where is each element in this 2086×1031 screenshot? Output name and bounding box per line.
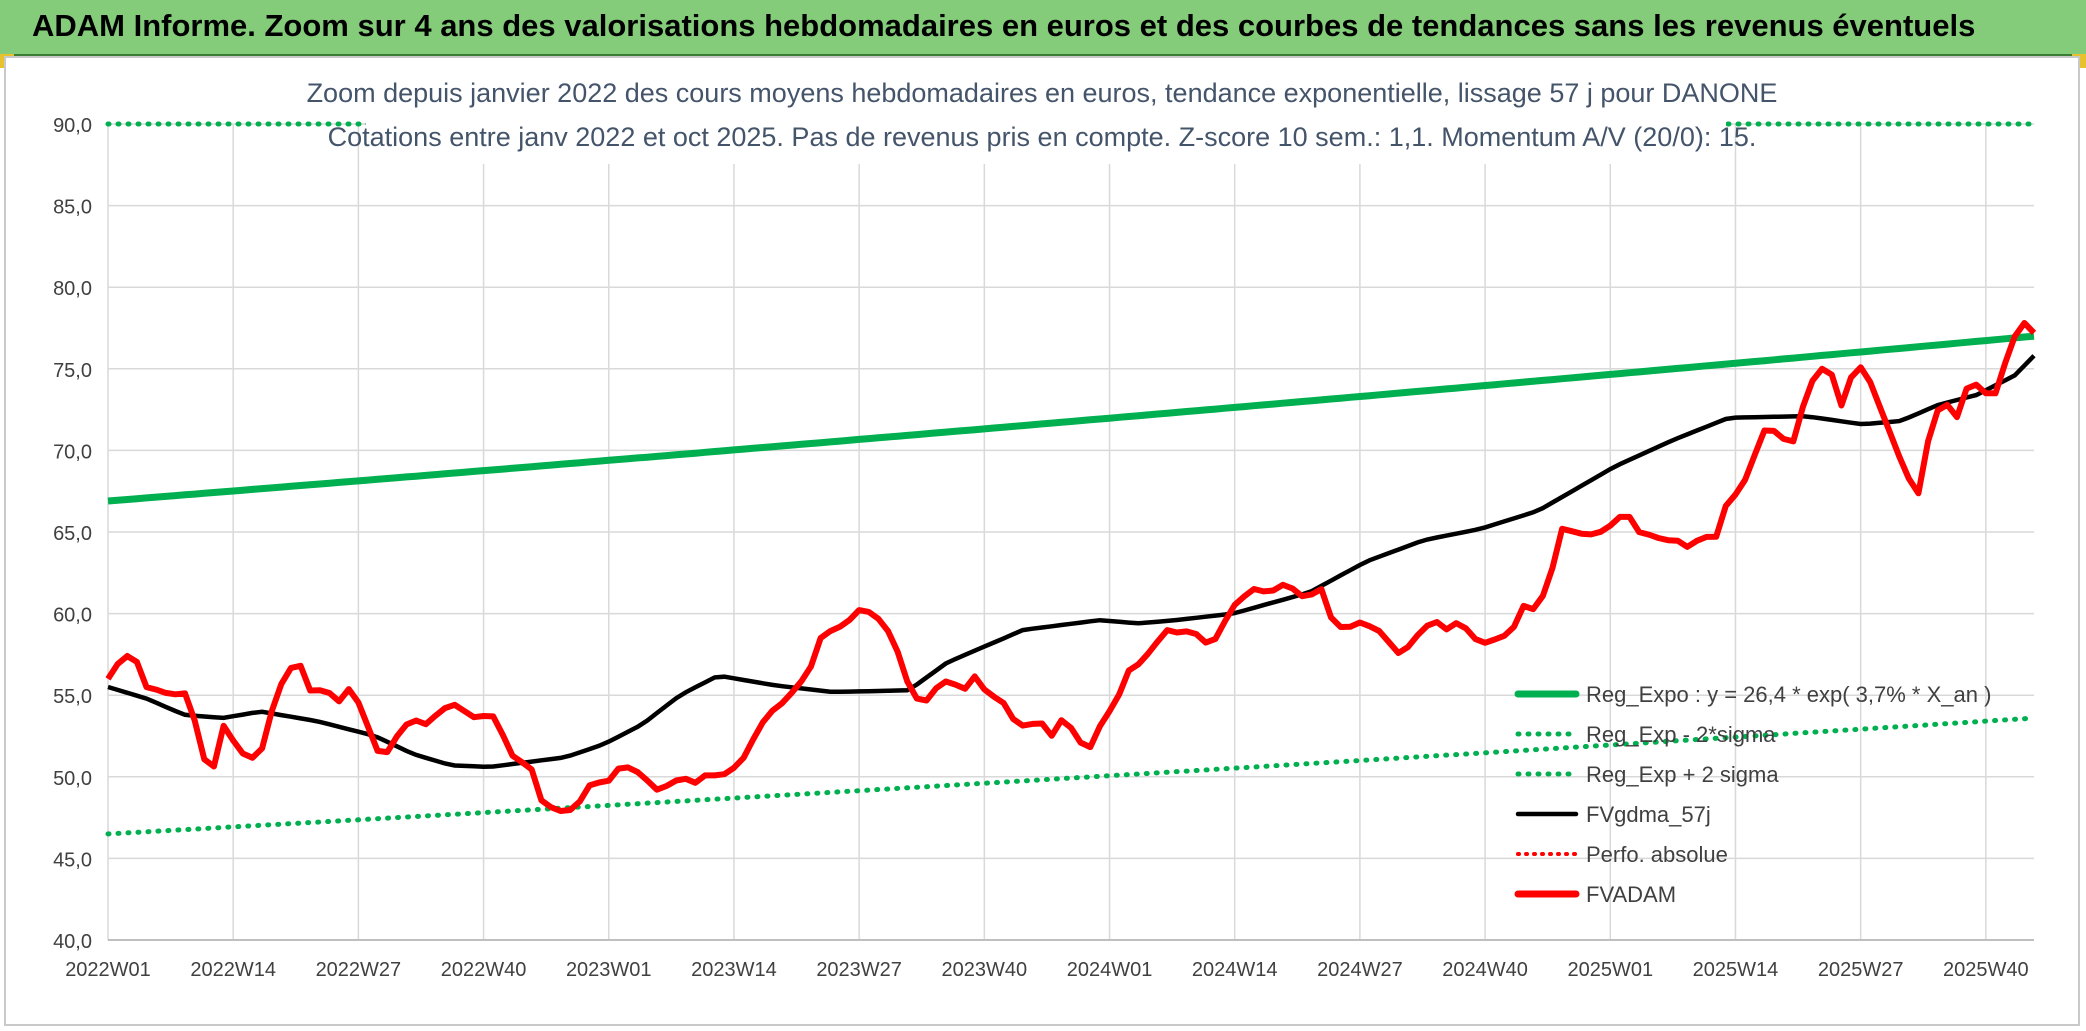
x-tick-label: 2022W01 <box>65 959 151 981</box>
y-tick-label: 85,0 <box>53 197 92 219</box>
legend: Reg_Expo : y = 26,4 * exp( 3,7% * X_an )… <box>1514 682 1991 907</box>
legend-label: Reg_Expo : y = 26,4 * exp( 3,7% * X_an ) <box>1586 682 1991 707</box>
legend-item-perfo: Perfo. absolue <box>1516 842 1728 867</box>
x-tick-label: 2023W01 <box>566 959 652 981</box>
y-tick-label: 55,0 <box>53 686 92 708</box>
y-tick-label: 80,0 <box>53 278 92 300</box>
x-tick-label: 2024W01 <box>1067 959 1153 981</box>
legend-item-fvgdma: FVgdma_57j <box>1515 802 1711 827</box>
x-tick-label: 2022W27 <box>316 959 402 981</box>
x-tick-label: 2023W14 <box>691 959 777 981</box>
series-reg-expo <box>107 332 2035 505</box>
y-tick-label: 75,0 <box>53 360 92 382</box>
legend-label: FVADAM <box>1586 882 1676 907</box>
legend-item-reg_plus: Reg_Exp + 2 sigma <box>1515 762 1779 787</box>
series-reg-exp-minus-2sigma <box>105 715 2037 837</box>
x-tick-label: 2024W40 <box>1442 959 1528 981</box>
chart-frame: 40,0 45,0 50,0 55,0 60,0 65,0 70,0 75,0 80,0 85,0… <box>4 56 2080 1026</box>
x-tick-label: 2023W27 <box>816 959 902 981</box>
series-fvgdma-57j <box>107 354 2036 770</box>
y-tick-label: 40,0 <box>53 931 92 953</box>
legend-item-fvadam: FVADAM <box>1514 882 1676 907</box>
x-tick-label: 2022W14 <box>190 959 276 981</box>
y-tick-label: 65,0 <box>53 523 92 545</box>
x-tick-label: 2025W14 <box>1693 959 1779 981</box>
series-fvadam <box>105 320 2037 814</box>
report-banner: ADAM Informe. Zoom sur 4 ans des valoris… <box>0 0 2086 56</box>
legend-label: Reg_Exp - 2*sigma <box>1586 722 1776 747</box>
x-tick-label: 2023W40 <box>942 959 1028 981</box>
title-backdrop <box>366 60 1726 164</box>
y-axis-ticks: 40,0 45,0 50,0 55,0 60,0 65,0 70,0 75,0 80,0 85,0… <box>53 115 92 953</box>
chart-subtitle: Cotations entre janv 2022 et oct 2025. P… <box>328 122 1757 152</box>
legend-label: Perfo. absolue <box>1586 842 1728 867</box>
x-tick-label: 2025W27 <box>1818 959 1904 981</box>
x-tick-label: 2025W01 <box>1567 959 1653 981</box>
y-tick-label: 90,0 <box>53 115 92 137</box>
x-tick-label: 2024W27 <box>1317 959 1403 981</box>
x-tick-label: 2025W40 <box>1943 959 2029 981</box>
x-axis-ticks: 2022W01 2022W14 2022W27 2022W40 2023W01 2023W… <box>65 959 2028 981</box>
x-tick-label: 2024W14 <box>1192 959 1278 981</box>
y-tick-label: 45,0 <box>53 849 92 871</box>
legend-item-reg_minus: Reg_Exp - 2*sigma <box>1515 722 1776 747</box>
y-tick-label: 70,0 <box>53 441 92 463</box>
line-chart: 40,0 45,0 50,0 55,0 60,0 65,0 70,0 75,0 80,0 85,0… <box>53 60 2037 981</box>
legend-label: Reg_Exp + 2 sigma <box>1586 762 1779 787</box>
chart-title: Zoom depuis janvier 2022 des cours moyen… <box>307 78 1778 108</box>
legend-label: FVgdma_57j <box>1586 802 1711 827</box>
x-tick-label: 2022W40 <box>441 959 527 981</box>
y-tick-label: 60,0 <box>53 605 92 627</box>
y-tick-label: 50,0 <box>53 768 92 790</box>
report-title: ADAM Informe. Zoom sur 4 ans des valoris… <box>32 8 1976 43</box>
legend-item-reg_expo: Reg_Expo : y = 26,4 * exp( 3,7% * X_an ) <box>1514 682 1991 707</box>
